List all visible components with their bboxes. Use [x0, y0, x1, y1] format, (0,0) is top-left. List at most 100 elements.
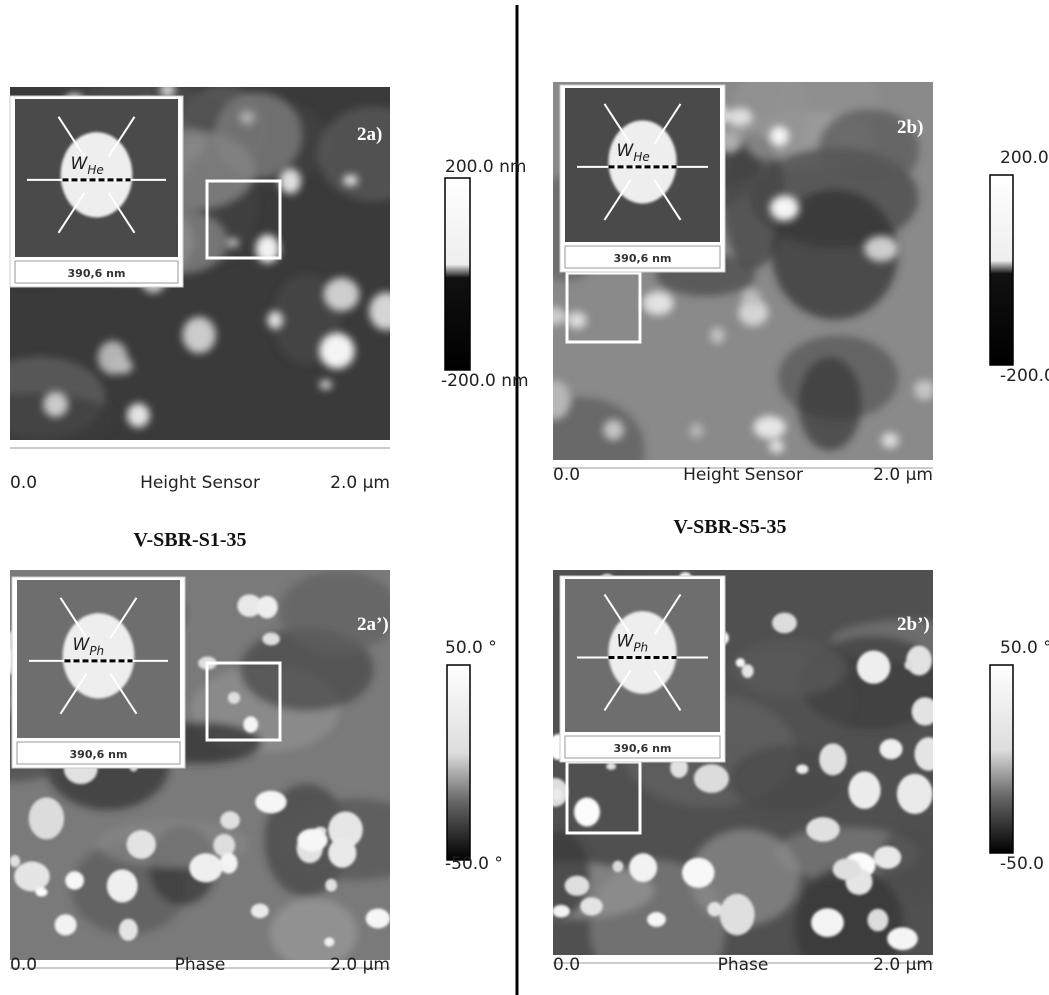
particles — [553, 100, 933, 454]
particle — [553, 788, 563, 801]
particle — [14, 861, 50, 892]
particle — [670, 757, 688, 778]
zoom-box — [205, 179, 282, 260]
inset-guide — [107, 192, 136, 234]
particle — [65, 871, 84, 890]
particle — [887, 927, 918, 951]
particle — [226, 238, 239, 248]
particle — [256, 595, 278, 619]
particle — [160, 87, 175, 98]
afm-panel: WPh 390,6 nm 2b’) 0.0 Phase 2.0 µm 50.0 ° -50.0… — [553, 570, 1049, 975]
particle — [319, 379, 332, 390]
colorbar — [989, 664, 1014, 854]
particle — [881, 432, 899, 449]
particle — [904, 660, 914, 670]
particle — [227, 691, 241, 704]
axis-title: Phase — [718, 955, 769, 975]
particle — [28, 797, 65, 840]
particle — [369, 292, 390, 331]
width-symbol: WHe — [617, 141, 650, 164]
particle — [112, 358, 133, 374]
colorbar-min: -50.0 ° — [1000, 854, 1049, 874]
particle — [768, 440, 785, 454]
axis-title: Phase — [175, 955, 226, 975]
particle — [325, 878, 338, 892]
texture-patch — [553, 831, 591, 919]
colorbar-max: 50.0 ° — [1000, 638, 1049, 658]
inset-guide — [57, 192, 86, 234]
particle — [10, 855, 21, 868]
inset-guide — [603, 179, 632, 221]
inset-particle — [60, 132, 133, 218]
particle — [710, 327, 725, 344]
width-symbol: WHe — [71, 154, 104, 177]
particle — [738, 299, 769, 326]
particle — [772, 612, 797, 634]
particle — [603, 419, 624, 441]
texture-patch — [729, 82, 809, 159]
particle — [35, 887, 48, 897]
texture-patch — [878, 825, 933, 898]
particle — [126, 830, 156, 859]
texture-patch — [798, 356, 862, 451]
particle — [237, 594, 262, 618]
inset-guide — [603, 669, 632, 711]
particle — [896, 773, 933, 814]
particle — [647, 912, 666, 927]
particle — [856, 650, 891, 684]
texture-patch — [10, 392, 118, 440]
scale-bar-label: 390,6 nm — [68, 267, 126, 280]
particle — [864, 236, 899, 262]
particle — [553, 904, 570, 918]
scale-bar-box — [14, 260, 179, 284]
particle — [189, 853, 223, 883]
particle — [279, 168, 301, 194]
particle — [726, 108, 753, 127]
particle — [243, 716, 259, 733]
particle — [54, 914, 77, 936]
particle — [741, 664, 754, 678]
panel-label: 2a) — [357, 124, 382, 145]
particle — [879, 738, 903, 760]
axis-title: Height Sensor — [140, 473, 260, 493]
colorbar-min: -200.0 nm — [441, 371, 529, 391]
colorbar-min: -50.0 ° — [445, 854, 503, 874]
particle — [612, 860, 624, 873]
width-symbol-subscript: Ph — [89, 644, 104, 658]
inset-guide — [107, 116, 136, 158]
inset-guide — [653, 179, 682, 221]
particle — [255, 790, 287, 814]
particle — [906, 645, 933, 676]
particle — [126, 403, 150, 428]
particle — [220, 811, 240, 830]
particle — [239, 110, 256, 125]
particle — [574, 797, 601, 827]
texture-patch — [817, 108, 920, 191]
particle — [629, 853, 658, 883]
particle — [848, 771, 881, 810]
width-symbol-subscript: He — [633, 150, 649, 164]
colorbar — [989, 174, 1014, 366]
scale-bar-label: 390,6 nm — [70, 748, 128, 761]
particle — [769, 126, 789, 147]
zoom-box — [565, 271, 642, 344]
particle — [642, 291, 674, 316]
texture-patch — [689, 829, 801, 926]
particle — [118, 918, 138, 941]
axis-title: Height Sensor — [683, 465, 803, 485]
inset-particle — [608, 611, 677, 694]
particle — [250, 903, 269, 919]
inset-guide — [59, 673, 88, 715]
zoom-box — [205, 661, 282, 742]
particle — [707, 901, 722, 917]
axis-end: 2.0 µm — [873, 955, 933, 975]
width-symbol-letter: W — [73, 635, 91, 655]
texture-patch — [553, 397, 645, 460]
particle — [106, 869, 138, 903]
particle — [182, 316, 216, 354]
particle — [819, 743, 847, 776]
inset-guide — [109, 597, 138, 639]
inset-guide — [653, 103, 682, 145]
